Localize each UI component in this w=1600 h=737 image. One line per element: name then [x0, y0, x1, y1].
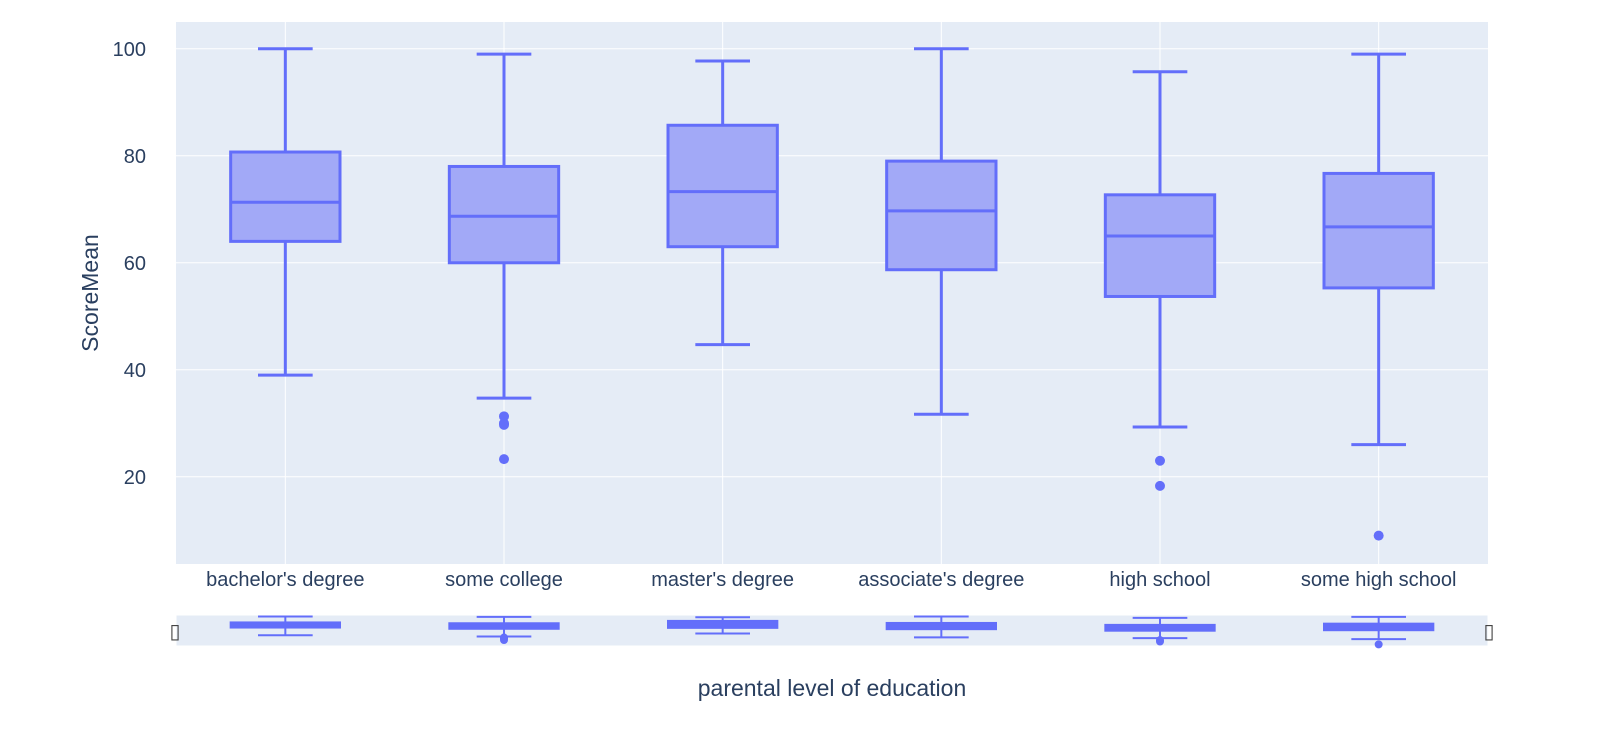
box-2[interactable]	[666, 59, 779, 347]
range-slider-right-grip-icon[interactable]: ▯	[1483, 619, 1494, 643]
x-tick-label: some high school	[1301, 569, 1457, 591]
mini-box-iqr	[667, 619, 779, 629]
box-iqr[interactable]	[885, 159, 998, 272]
mini-outlier-point	[1374, 640, 1383, 649]
y-tick-label-20: 20	[124, 467, 146, 489]
box-iqr[interactable]	[1103, 193, 1217, 298]
range-slider-left-grip-icon[interactable]: ▯	[169, 619, 180, 643]
y-tick-label-60: 60	[124, 253, 146, 275]
box-1[interactable]	[447, 52, 561, 465]
box-iqr[interactable]	[229, 150, 342, 243]
range-slider[interactable]	[175, 614, 1489, 647]
x-axis-title: parental level of education	[698, 675, 967, 701]
outlier-point[interactable]	[1155, 480, 1165, 491]
mini-box-3	[885, 615, 998, 639]
y-axis-ticks: 20 40 60 80 100	[113, 39, 146, 489]
x-tick-label: associate's degree	[858, 569, 1024, 591]
mini-box-4	[1104, 616, 1216, 646]
outlier-point[interactable]	[1373, 530, 1384, 541]
mini-outlier-point	[500, 636, 508, 645]
mini-box-5	[1323, 615, 1435, 649]
mini-outlier-point	[1156, 637, 1164, 646]
y-tick-label-40: 40	[124, 360, 146, 382]
outlier-point[interactable]	[499, 419, 509, 430]
mini-box-iqr	[229, 621, 342, 629]
box-5[interactable]	[1322, 52, 1435, 541]
outlier-point[interactable]	[499, 454, 509, 465]
y-axis-title: ScoreMean	[77, 234, 103, 352]
mini-box-iqr	[1323, 622, 1435, 632]
mini-box-iqr	[448, 622, 560, 630]
mini-box-1	[448, 615, 560, 645]
box-4[interactable]	[1103, 70, 1217, 491]
range-slider-preview	[229, 615, 1435, 649]
mini-box-iqr	[885, 621, 998, 631]
x-axis-ticks: bachelor's degree some college master's de…	[206, 569, 1456, 591]
mini-box-2	[667, 616, 779, 635]
x-tick-label: bachelor's degree	[206, 569, 364, 591]
x-tick-label: some college	[445, 569, 563, 591]
outlier-point[interactable]	[1155, 455, 1165, 466]
outlier-point[interactable]	[499, 411, 509, 422]
box-iqr[interactable]	[666, 123, 779, 249]
mini-box-iqr	[1104, 623, 1216, 632]
y-tick-label-80: 80	[124, 146, 146, 168]
box-3[interactable]	[885, 47, 998, 416]
box-0[interactable]	[229, 47, 342, 377]
box-iqr[interactable]	[1322, 171, 1435, 290]
y-tick-label-100: 100	[113, 39, 146, 61]
x-tick-label: master's degree	[651, 569, 794, 591]
plot-area[interactable]	[176, 22, 1488, 564]
box-iqr[interactable]	[447, 164, 561, 265]
mini-box-0	[229, 615, 342, 637]
box-traces[interactable]	[229, 47, 1435, 541]
x-tick-label: high school	[1109, 569, 1210, 591]
